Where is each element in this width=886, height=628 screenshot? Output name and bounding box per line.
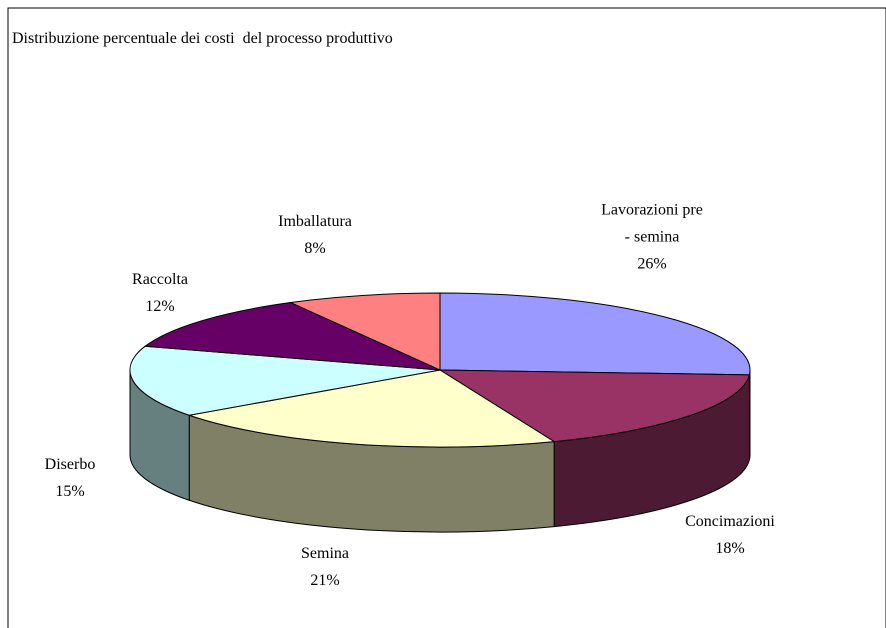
slice: [438, 369, 751, 443]
category-label: Semina: [301, 545, 349, 562]
slice-label: Imballatura 8%: [263, 208, 367, 262]
pie: [129, 292, 751, 533]
slice-label: Diserbo 15%: [18, 451, 122, 505]
category-label: Raccolta: [132, 271, 188, 288]
slice-label: Raccolta 12%: [108, 266, 212, 320]
value-label: 12%: [145, 298, 175, 315]
slice: [143, 302, 441, 371]
value-label: 15%: [55, 483, 85, 500]
slice-label: Lavorazioni pre - semina 26%: [600, 197, 704, 278]
slice-label: Concimazioni 18%: [678, 508, 782, 562]
chart-title: Distribuzione percentuale dei costi del …: [12, 30, 393, 47]
value-label: 21%: [310, 572, 340, 589]
slice: [129, 345, 441, 416]
value-label: 18%: [715, 540, 745, 557]
value-label: 8%: [304, 240, 326, 257]
category-label: Imballatura: [278, 213, 352, 230]
category-label: Diserbo: [44, 456, 96, 473]
category-label: Lavorazioni pre - semina: [601, 201, 703, 246]
slice: [439, 292, 751, 376]
slice: [288, 292, 441, 371]
slice-label: Semina 21%: [273, 540, 377, 594]
value-label: 26%: [637, 255, 667, 273]
category-label: Concimazioni: [685, 513, 775, 530]
slice: [187, 369, 556, 448]
